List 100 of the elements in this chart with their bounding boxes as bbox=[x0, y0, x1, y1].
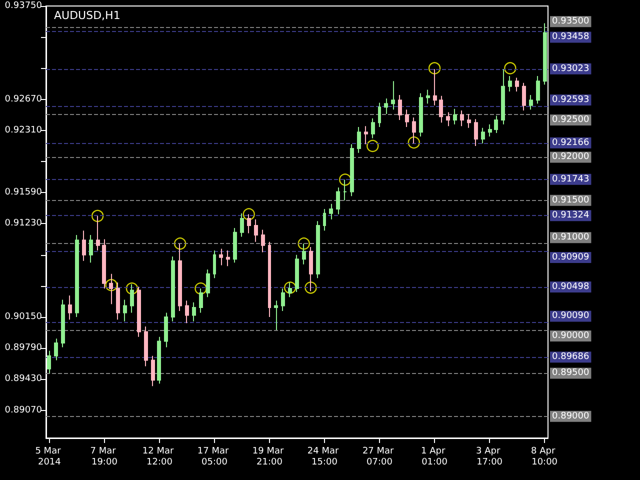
x-tick-label: 5 Mar 2014 bbox=[35, 446, 64, 468]
candlestick bbox=[405, 109, 409, 128]
point bbox=[194, 282, 207, 295]
candlestick bbox=[522, 82, 526, 112]
candlestick bbox=[89, 234, 93, 264]
x-tick-label: 8 Apr 10:00 bbox=[531, 446, 558, 468]
ref-line-label: 0.92593 bbox=[552, 94, 590, 105]
candlestick bbox=[274, 300, 278, 330]
candlestick bbox=[543, 22, 547, 86]
candlestick bbox=[515, 77, 519, 92]
candlestick bbox=[343, 179, 347, 201]
ref-line-label: 0.90909 bbox=[552, 252, 590, 262]
x-tick-label: 7 Mar 19:00 bbox=[90, 446, 119, 468]
candlestick bbox=[467, 114, 471, 128]
x-tick-label: 3 Apr 17:00 bbox=[476, 446, 504, 468]
candlestick bbox=[226, 250, 230, 267]
candlestick bbox=[178, 243, 182, 312]
candlestick bbox=[96, 215, 100, 252]
x-tick-label: 17 Mar 05:00 bbox=[197, 446, 232, 468]
x-tick-label: 27 Mar 07:00 bbox=[362, 446, 397, 468]
candlestick bbox=[68, 294, 72, 320]
candlestick bbox=[474, 118, 478, 146]
candlestick bbox=[439, 95, 443, 124]
candlestick bbox=[446, 112, 450, 127]
candlestick bbox=[391, 80, 395, 110]
candlestick bbox=[268, 241, 271, 318]
candlestick bbox=[206, 269, 210, 298]
candlestick bbox=[501, 68, 505, 125]
y-tick-label: 0.91590 bbox=[4, 188, 42, 198]
candlestick bbox=[213, 250, 216, 279]
candlestick bbox=[164, 312, 168, 348]
candlestick bbox=[82, 230, 86, 262]
point bbox=[174, 238, 186, 250]
ref-line-label: 0.93458 bbox=[552, 32, 590, 42]
candlestick bbox=[316, 220, 320, 279]
ref-line-label: 0.93023 bbox=[552, 64, 590, 74]
candlestick bbox=[75, 234, 79, 318]
point bbox=[304, 282, 317, 294]
candlestick bbox=[460, 110, 464, 127]
ref-line-label: 0.92000 bbox=[552, 152, 590, 162]
candlestick bbox=[536, 75, 540, 104]
y-tick-label: 0.89070 bbox=[4, 405, 42, 416]
candlestick bbox=[364, 126, 368, 145]
candlestick bbox=[171, 256, 175, 322]
candlestick bbox=[433, 68, 437, 106]
candlestick bbox=[481, 127, 485, 144]
ref-line-label: 0.91324 bbox=[552, 210, 590, 221]
candlestick bbox=[240, 212, 244, 238]
candlestick bbox=[426, 89, 430, 104]
candlestick bbox=[233, 228, 237, 264]
x-tick-label: 24 Mar 15:00 bbox=[307, 446, 342, 468]
ref-line-label: 0.89686 bbox=[552, 352, 590, 362]
ref-line-label: 0.92500 bbox=[552, 115, 590, 125]
candlestick bbox=[47, 350, 51, 374]
point bbox=[126, 282, 138, 295]
candlestick bbox=[157, 336, 161, 384]
y-tick-label: 0.89430 bbox=[4, 374, 42, 384]
candlestick bbox=[247, 214, 251, 234]
candlestick bbox=[54, 338, 58, 361]
y-tick-label: 0.92310 bbox=[4, 125, 42, 136]
candlestick bbox=[130, 284, 134, 314]
candlestick bbox=[350, 144, 354, 197]
candlestick bbox=[494, 115, 498, 134]
candlestick bbox=[61, 299, 65, 348]
ref-line-label: 0.91500 bbox=[552, 195, 590, 206]
candlestick bbox=[144, 326, 148, 367]
x-tick-label: 1 Apr 01:00 bbox=[421, 446, 448, 468]
ref-line-label: 0.92166 bbox=[552, 138, 590, 148]
point bbox=[242, 208, 255, 220]
point bbox=[91, 210, 104, 222]
ref-line-label: 0.89500 bbox=[552, 368, 590, 378]
candlestick bbox=[371, 118, 375, 139]
candlestick bbox=[137, 286, 141, 338]
candlestick bbox=[329, 203, 333, 220]
point bbox=[428, 62, 441, 74]
candlestick bbox=[192, 302, 196, 322]
candlestick bbox=[123, 299, 127, 322]
point bbox=[105, 278, 118, 292]
candlestick bbox=[412, 116, 416, 144]
point bbox=[284, 282, 296, 294]
candlestick bbox=[323, 208, 326, 232]
y-tick-label: 0.92670 bbox=[4, 94, 42, 104]
candlestick bbox=[185, 300, 189, 324]
candlestick bbox=[309, 246, 313, 292]
y-tick-label: 0.90150 bbox=[4, 312, 42, 322]
candlestick bbox=[219, 248, 223, 266]
point bbox=[339, 174, 352, 186]
candlestick bbox=[288, 282, 292, 298]
candlestick bbox=[302, 243, 306, 265]
candlestick bbox=[398, 94, 402, 121]
candlestick bbox=[384, 98, 388, 114]
ref-line-label: 0.89000 bbox=[552, 411, 590, 422]
candlestick bbox=[453, 108, 457, 125]
candlestick bbox=[151, 355, 155, 387]
candlestick bbox=[508, 75, 512, 92]
candlestick bbox=[336, 186, 340, 215]
candlestick bbox=[199, 288, 203, 314]
point bbox=[408, 136, 420, 149]
candlestick bbox=[109, 273, 113, 305]
ref-line-label: 0.90498 bbox=[552, 282, 590, 292]
